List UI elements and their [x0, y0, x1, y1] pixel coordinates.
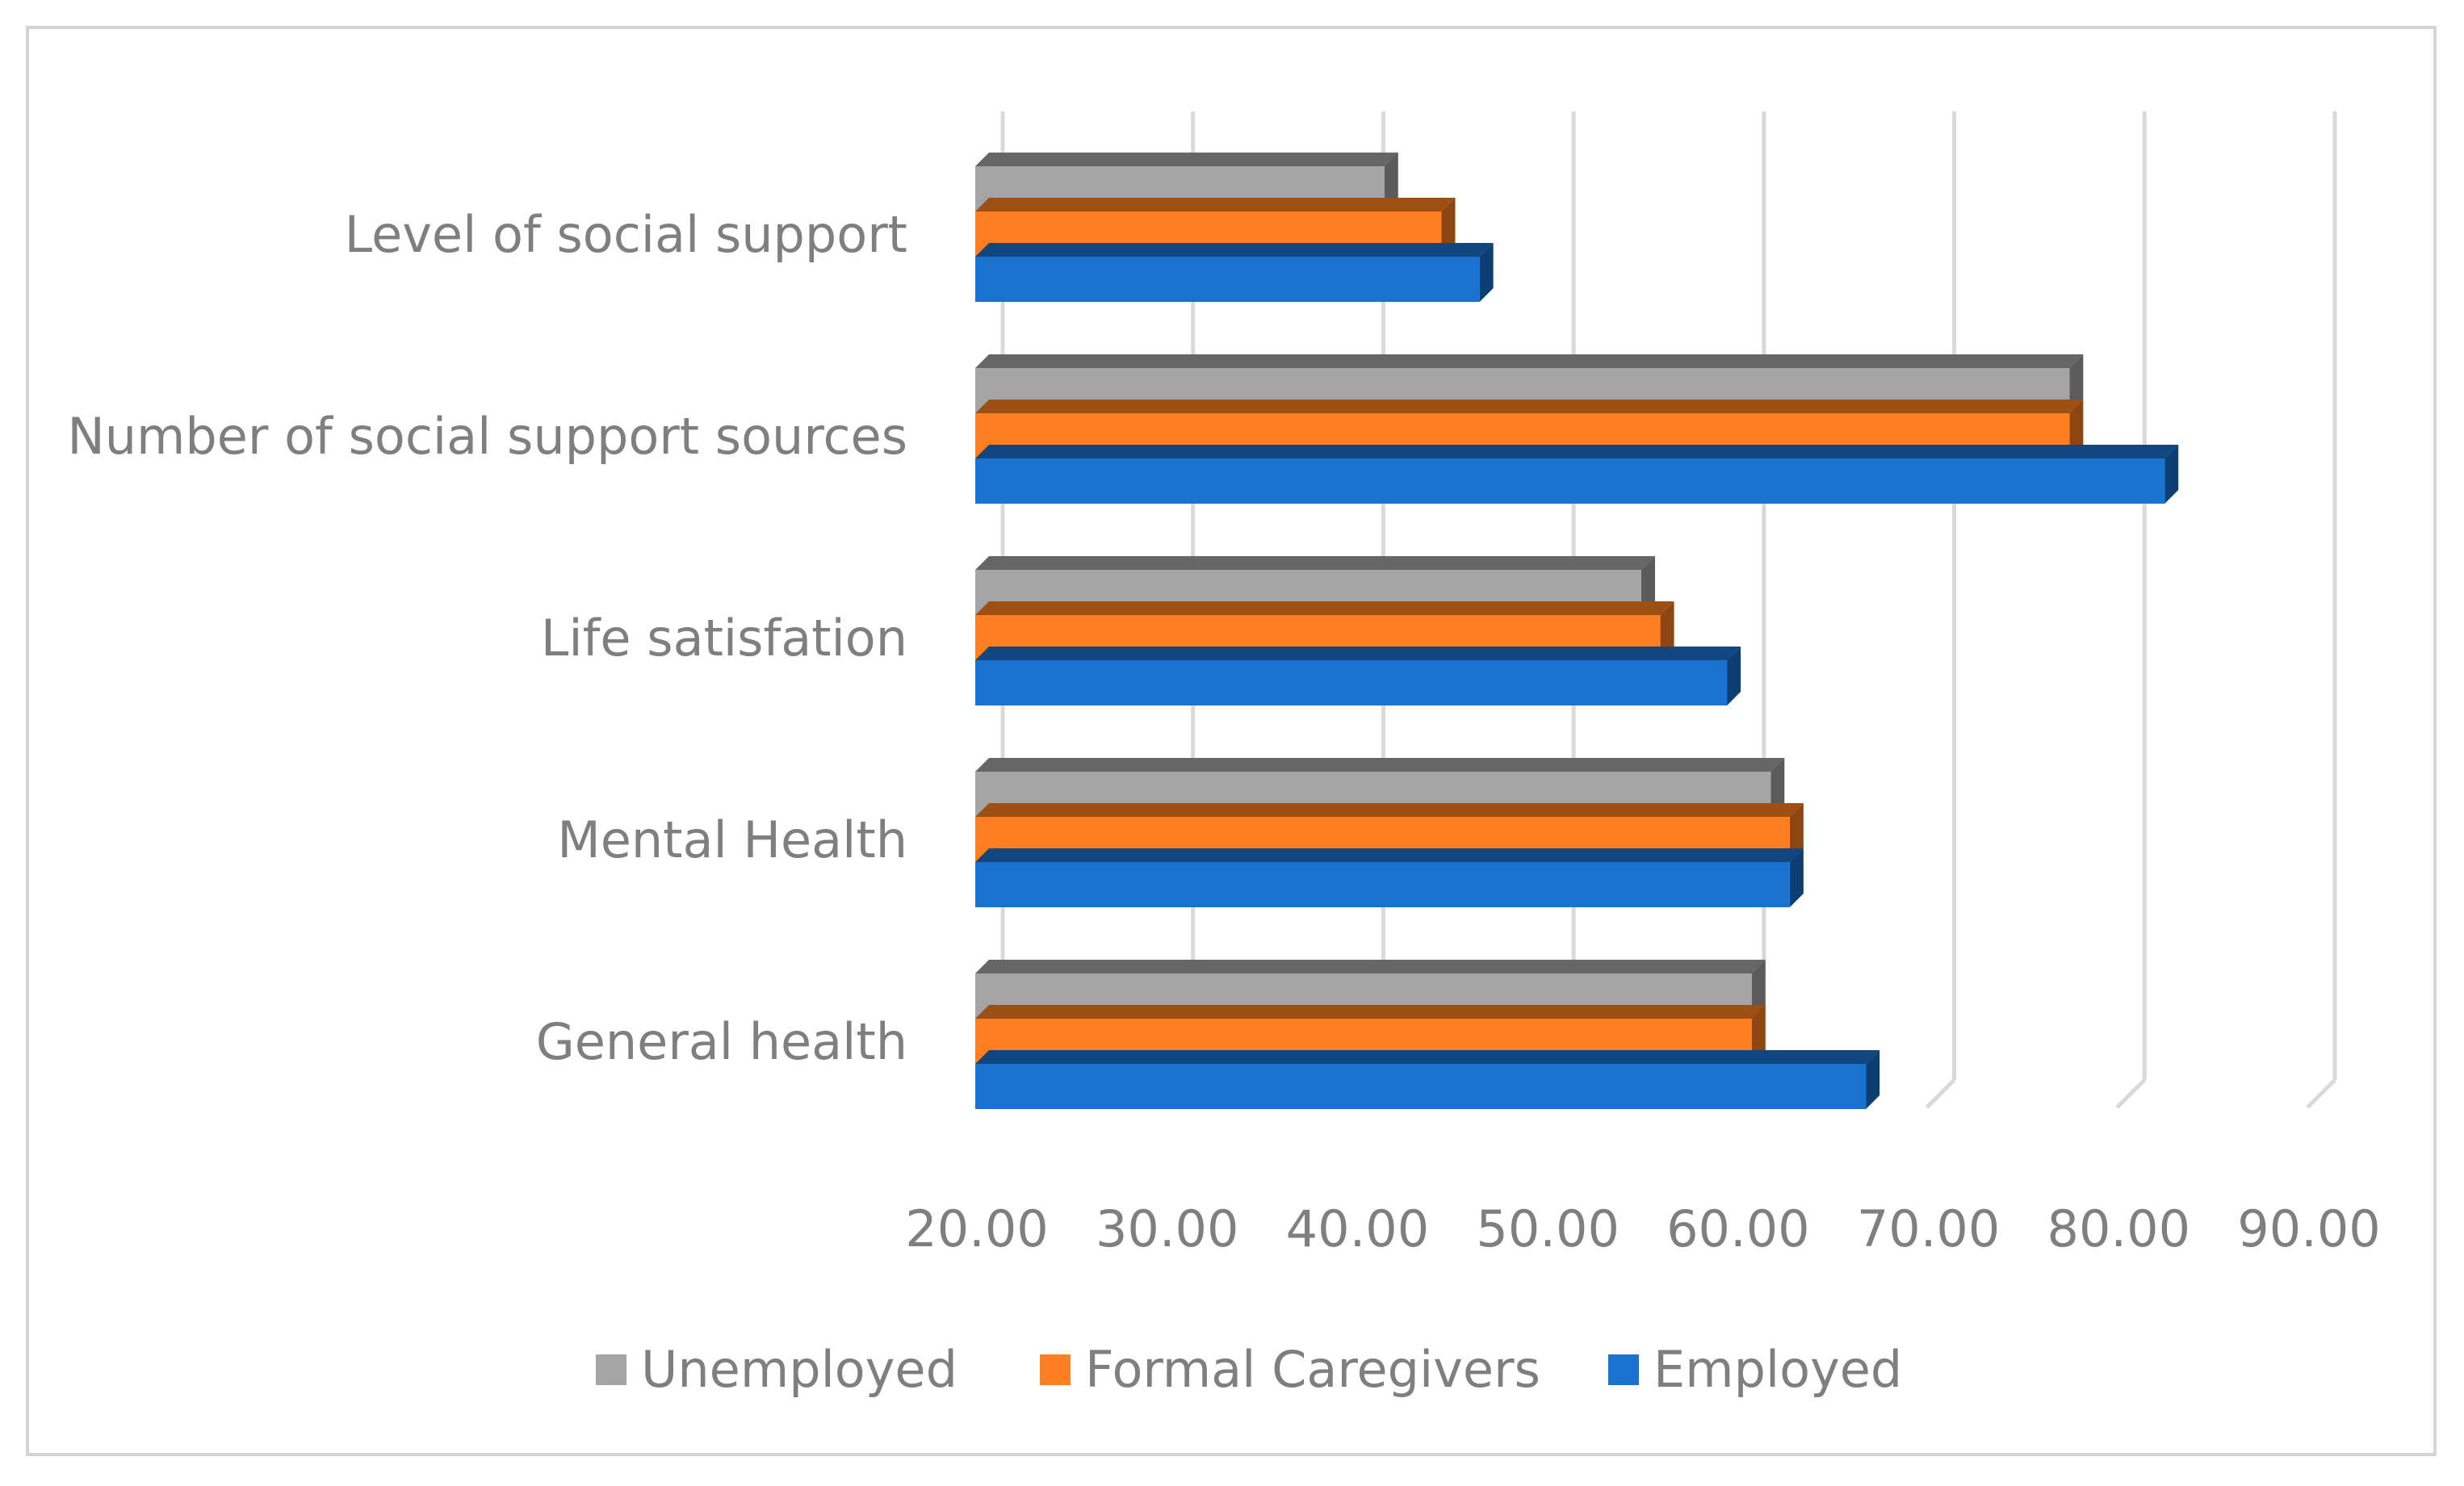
x-tick-label: 40.00: [1286, 1199, 1430, 1258]
category-label: General health: [536, 1012, 907, 1071]
gridline-floor: [2306, 1078, 2336, 1109]
category-label: Level of social support: [345, 205, 907, 264]
category-label: Life satisfation: [541, 609, 907, 668]
bar: [975, 1050, 1880, 1109]
x-tick-label: 70.00: [1857, 1199, 2001, 1258]
x-axis-tick-labels: 20.00 30.00 40.00 50.00 60.00 70.00 80.00 90.00: [905, 1199, 2381, 1258]
x-tick-label: 30.00: [1096, 1199, 1239, 1258]
legend-label: Employed: [1653, 1340, 1902, 1399]
legend: Unemployed Formal Caregivers Employed: [596, 1340, 1902, 1399]
gridline-floor: [1925, 1078, 1956, 1109]
x-tick-label: 90.00: [2237, 1199, 2381, 1258]
category-label: Mental Health: [557, 810, 907, 869]
category-labels: Level of social support Number of social …: [67, 205, 907, 1071]
legend-label: Unemployed: [641, 1340, 958, 1399]
category-label: Number of social support sources: [67, 407, 907, 466]
x-tick-label: 20.00: [905, 1199, 1049, 1258]
gridline-floor: [2115, 1078, 2147, 1109]
legend-swatch: [1040, 1354, 1071, 1385]
legend-swatch: [1608, 1354, 1639, 1385]
bar: [975, 243, 1494, 302]
x-tick-label: 80.00: [2047, 1199, 2191, 1258]
legend-label: Formal Caregivers: [1085, 1340, 1540, 1399]
bar: [975, 445, 2179, 504]
bar: [975, 848, 1804, 907]
legend-swatch: [596, 1354, 626, 1385]
bar: [975, 647, 1741, 705]
bars: [975, 153, 2179, 1109]
x-tick-label: 50.00: [1476, 1199, 1620, 1258]
x-tick-label: 60.00: [1666, 1199, 1810, 1258]
